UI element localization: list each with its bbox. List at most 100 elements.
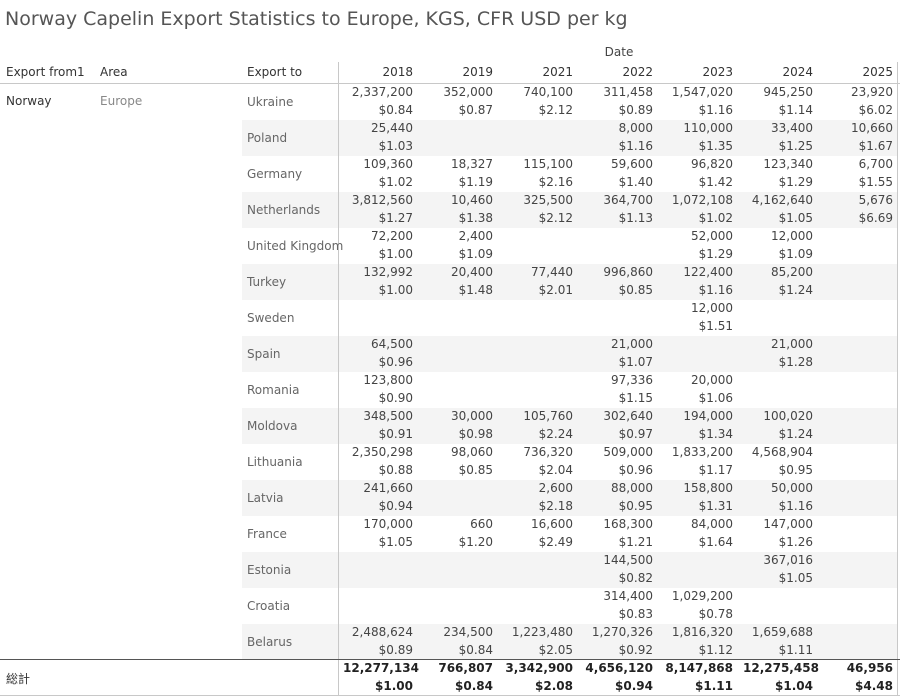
kgs-cell[interactable]: 325,500 bbox=[523, 193, 573, 207]
price-cell[interactable]: $1.55 bbox=[858, 175, 893, 189]
price-cell[interactable]: $0.84 bbox=[458, 643, 493, 657]
price-cell[interactable]: $1.05 bbox=[778, 571, 813, 585]
kgs-cell[interactable]: 105,760 bbox=[523, 409, 573, 423]
kgs-cell[interactable]: 72,200 bbox=[371, 229, 413, 243]
price-cell[interactable]: $1.42 bbox=[698, 175, 733, 189]
kgs-cell[interactable]: 4,568,904 bbox=[751, 445, 813, 459]
total-kgs-cell[interactable]: 12,275,458 bbox=[743, 661, 819, 675]
kgs-cell[interactable]: 2,488,624 bbox=[351, 625, 413, 639]
price-cell[interactable]: $2.01 bbox=[538, 283, 573, 297]
kgs-cell[interactable]: 88,000 bbox=[611, 481, 653, 495]
kgs-cell[interactable]: 12,000 bbox=[771, 229, 813, 243]
year-header-2023[interactable]: 2023 bbox=[702, 65, 733, 79]
price-cell[interactable]: $1.19 bbox=[458, 175, 493, 189]
kgs-cell[interactable]: 21,000 bbox=[611, 337, 653, 351]
kgs-cell[interactable]: 5,676 bbox=[858, 193, 893, 207]
price-cell[interactable]: $0.95 bbox=[618, 499, 653, 513]
kgs-cell[interactable]: 123,340 bbox=[763, 157, 813, 171]
export-from-header[interactable]: Export from1 bbox=[6, 65, 85, 79]
kgs-cell[interactable]: 52,000 bbox=[691, 229, 733, 243]
price-cell[interactable]: $1.34 bbox=[698, 427, 733, 441]
price-cell[interactable]: $1.35 bbox=[698, 139, 733, 153]
kgs-cell[interactable]: 234,500 bbox=[443, 625, 493, 639]
year-header-2022[interactable]: 2022 bbox=[622, 65, 653, 79]
price-cell[interactable]: $1.38 bbox=[458, 211, 493, 225]
price-cell[interactable]: $1.05 bbox=[378, 535, 413, 549]
kgs-cell[interactable]: 2,400 bbox=[458, 229, 493, 243]
export-to-country[interactable]: Spain bbox=[247, 347, 281, 361]
price-cell[interactable]: $2.05 bbox=[538, 643, 573, 657]
price-cell[interactable]: $1.40 bbox=[618, 175, 653, 189]
price-cell[interactable]: $2.24 bbox=[538, 427, 573, 441]
kgs-cell[interactable]: 3,812,560 bbox=[351, 193, 413, 207]
kgs-cell[interactable]: 740,100 bbox=[523, 85, 573, 99]
price-cell[interactable]: $1.16 bbox=[698, 103, 733, 117]
kgs-cell[interactable]: 59,600 bbox=[611, 157, 653, 171]
year-header-2024[interactable]: 2024 bbox=[782, 65, 813, 79]
kgs-cell[interactable]: 170,000 bbox=[363, 517, 413, 531]
price-cell[interactable]: $1.15 bbox=[618, 391, 653, 405]
price-cell[interactable]: $1.51 bbox=[698, 319, 733, 333]
kgs-cell[interactable]: 1,547,020 bbox=[671, 85, 733, 99]
export-to-country[interactable]: Romania bbox=[247, 383, 300, 397]
kgs-cell[interactable]: 98,060 bbox=[451, 445, 493, 459]
price-cell[interactable]: $0.88 bbox=[378, 463, 413, 477]
price-cell[interactable]: $1.02 bbox=[698, 211, 733, 225]
price-cell[interactable]: $2.49 bbox=[538, 535, 573, 549]
total-price-cell[interactable]: $2.08 bbox=[535, 679, 573, 693]
kgs-cell[interactable]: 168,300 bbox=[603, 517, 653, 531]
kgs-cell[interactable]: 110,000 bbox=[683, 121, 733, 135]
date-column-header[interactable]: Date bbox=[604, 45, 634, 59]
price-cell[interactable]: $1.29 bbox=[698, 247, 733, 261]
total-price-cell[interactable]: $4.48 bbox=[855, 679, 893, 693]
total-kgs-cell[interactable]: 3,342,900 bbox=[505, 661, 573, 675]
price-cell[interactable]: $1.16 bbox=[778, 499, 813, 513]
price-cell[interactable]: $1.03 bbox=[378, 139, 413, 153]
price-cell[interactable]: $1.09 bbox=[458, 247, 493, 261]
price-cell[interactable]: $1.00 bbox=[378, 283, 413, 297]
price-cell[interactable]: $2.18 bbox=[538, 499, 573, 513]
kgs-cell[interactable]: 50,000 bbox=[771, 481, 813, 495]
kgs-cell[interactable]: 2,600 bbox=[538, 481, 573, 495]
kgs-cell[interactable]: 302,640 bbox=[603, 409, 653, 423]
kgs-cell[interactable]: 10,660 bbox=[851, 121, 893, 135]
kgs-cell[interactable]: 158,800 bbox=[683, 481, 733, 495]
price-cell[interactable]: $0.89 bbox=[378, 643, 413, 657]
price-cell[interactable]: $2.12 bbox=[538, 211, 573, 225]
price-cell[interactable]: $0.84 bbox=[378, 103, 413, 117]
price-cell[interactable]: $1.11 bbox=[778, 643, 813, 657]
kgs-cell[interactable]: 132,992 bbox=[363, 265, 413, 279]
price-cell[interactable]: $1.26 bbox=[778, 535, 813, 549]
total-price-cell[interactable]: $0.94 bbox=[615, 679, 653, 693]
price-cell[interactable]: $1.28 bbox=[778, 355, 813, 369]
kgs-cell[interactable]: 1,223,480 bbox=[511, 625, 573, 639]
price-cell[interactable]: $1.09 bbox=[778, 247, 813, 261]
price-cell[interactable]: $1.17 bbox=[698, 463, 733, 477]
price-cell[interactable]: $0.87 bbox=[458, 103, 493, 117]
price-cell[interactable]: $0.78 bbox=[698, 607, 733, 621]
price-cell[interactable]: $1.29 bbox=[778, 175, 813, 189]
export-to-country[interactable]: Moldova bbox=[247, 419, 298, 433]
export-to-country[interactable]: Turkey bbox=[247, 275, 287, 289]
price-cell[interactable]: $1.12 bbox=[698, 643, 733, 657]
price-cell[interactable]: $1.20 bbox=[458, 535, 493, 549]
total-price-cell[interactable]: $1.00 bbox=[375, 679, 413, 693]
price-cell[interactable]: $1.31 bbox=[698, 499, 733, 513]
price-cell[interactable]: $0.96 bbox=[378, 355, 413, 369]
kgs-cell[interactable]: 194,000 bbox=[683, 409, 733, 423]
price-cell[interactable]: $1.07 bbox=[618, 355, 653, 369]
price-cell[interactable]: $1.24 bbox=[778, 283, 813, 297]
price-cell[interactable]: $0.97 bbox=[618, 427, 653, 441]
price-cell[interactable]: $1.25 bbox=[778, 139, 813, 153]
kgs-cell[interactable]: 109,360 bbox=[363, 157, 413, 171]
kgs-cell[interactable]: 509,000 bbox=[603, 445, 653, 459]
total-price-cell[interactable]: $0.84 bbox=[455, 679, 493, 693]
kgs-cell[interactable]: 2,337,200 bbox=[351, 85, 413, 99]
kgs-cell[interactable]: 18,327 bbox=[451, 157, 493, 171]
total-kgs-cell[interactable]: 4,656,120 bbox=[585, 661, 653, 675]
year-header-2025[interactable]: 2025 bbox=[862, 65, 893, 79]
export-to-country[interactable]: France bbox=[247, 527, 287, 541]
export-to-country[interactable]: Germany bbox=[247, 167, 303, 181]
kgs-cell[interactable]: 20,000 bbox=[691, 373, 733, 387]
kgs-cell[interactable]: 2,350,298 bbox=[351, 445, 413, 459]
